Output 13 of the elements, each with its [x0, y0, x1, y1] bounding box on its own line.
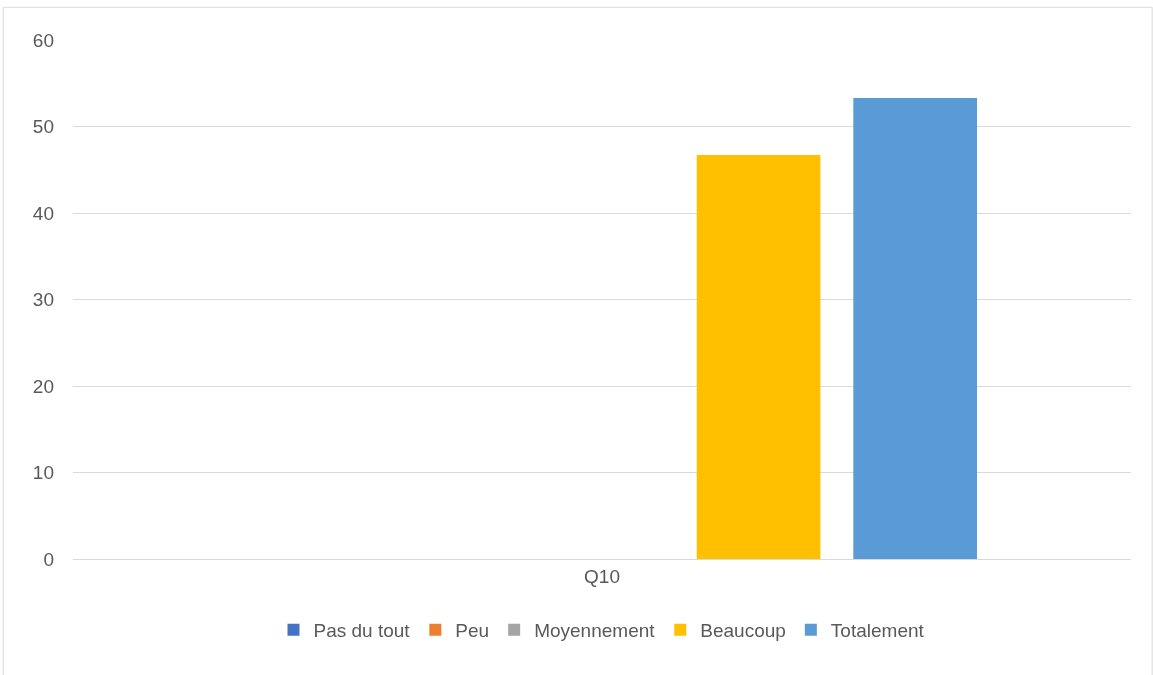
y-tick-label: 20 — [32, 375, 54, 397]
y-tick-label: 40 — [32, 202, 54, 224]
legend-label: Totalement — [830, 620, 925, 642]
y-tick-label: 0 — [43, 548, 54, 570]
y-tick-label: 60 — [32, 29, 54, 51]
y-tick-label: 30 — [32, 289, 54, 311]
y-tick-label: 10 — [32, 462, 54, 484]
x-tick-label: Q10 — [584, 565, 620, 587]
legend-label: Pas du tout — [313, 620, 411, 642]
legend-label: Peu — [455, 620, 490, 642]
legend-label: Moyennement — [534, 620, 656, 642]
legend-label: Beaucoup — [700, 620, 786, 642]
y-tick-label: 50 — [32, 116, 54, 138]
